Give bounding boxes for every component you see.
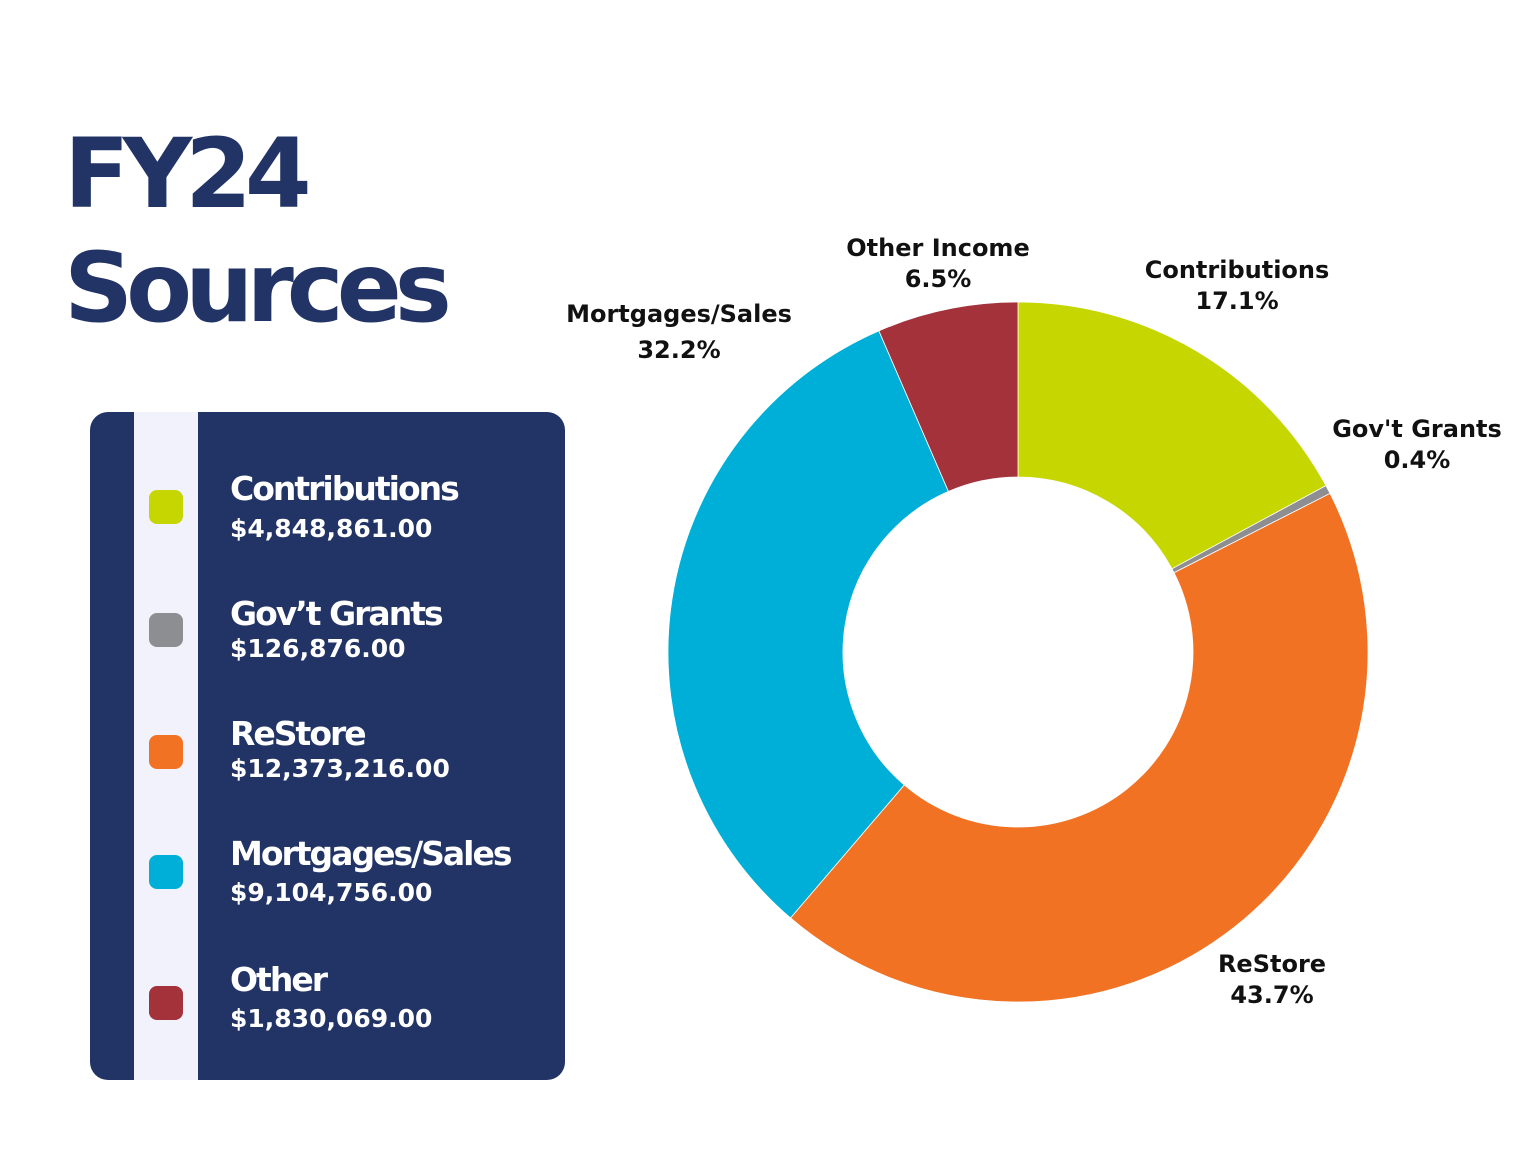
chart-label-other-income: Other Income 6.5% <box>846 233 1029 295</box>
slice-name: Contributions <box>1144 256 1330 284</box>
slice-name: ReStore <box>1217 950 1327 978</box>
legend-amount: $12,373,216.00 <box>230 754 450 783</box>
legend-label: Gov’t Grants <box>230 594 444 633</box>
legend-swatch <box>149 735 183 769</box>
slice-percent: 43.7% <box>1230 981 1314 1009</box>
legend-swatch <box>149 613 183 647</box>
legend-label: Mortgages/Sales <box>230 834 513 873</box>
slice-percent: 6.5% <box>904 265 972 293</box>
title-line-2: Sources <box>64 232 452 344</box>
slice-mortgages-sales <box>667 330 949 919</box>
legend-swatch <box>149 986 183 1020</box>
legend-label: ReStore <box>230 714 367 753</box>
title-line-1: FY24 <box>64 118 312 230</box>
legend-swatch <box>149 490 183 524</box>
chart-label-contributions: Contributions 17.1% <box>1145 255 1330 317</box>
legend-amount: $9,104,756.00 <box>230 878 433 907</box>
slice-percent: 17.1% <box>1195 287 1279 315</box>
slice-contributions <box>1017 301 1327 570</box>
legend-panel: Contributions $4,848,861.00 Gov’t Grants… <box>90 412 565 1080</box>
chart-label-govt-grants: Gov't Grants 0.4% <box>1332 414 1502 476</box>
slice-restore <box>789 492 1369 1003</box>
chart-label-mortgages-sales: Mortgages/Sales 32.2% <box>566 296 792 368</box>
legend-label: Contributions <box>230 469 460 508</box>
legend-amount: $1,830,069.00 <box>230 1004 433 1033</box>
slice-percent: 0.4% <box>1383 446 1451 474</box>
slice-name: Other Income <box>846 234 1030 262</box>
legend-amount: $4,848,861.00 <box>230 514 433 543</box>
legend-label: Other <box>230 960 328 999</box>
slice-name: Mortgages/Sales <box>566 300 792 328</box>
slice-other-income <box>878 301 1019 492</box>
legend-amount: $126,876.00 <box>230 634 406 663</box>
slice-percent: 32.2% <box>637 336 721 364</box>
legend-swatch <box>149 855 183 889</box>
slice-name: Gov't Grants <box>1332 415 1502 443</box>
chart-label-restore: ReStore 43.7% <box>1218 949 1326 1011</box>
